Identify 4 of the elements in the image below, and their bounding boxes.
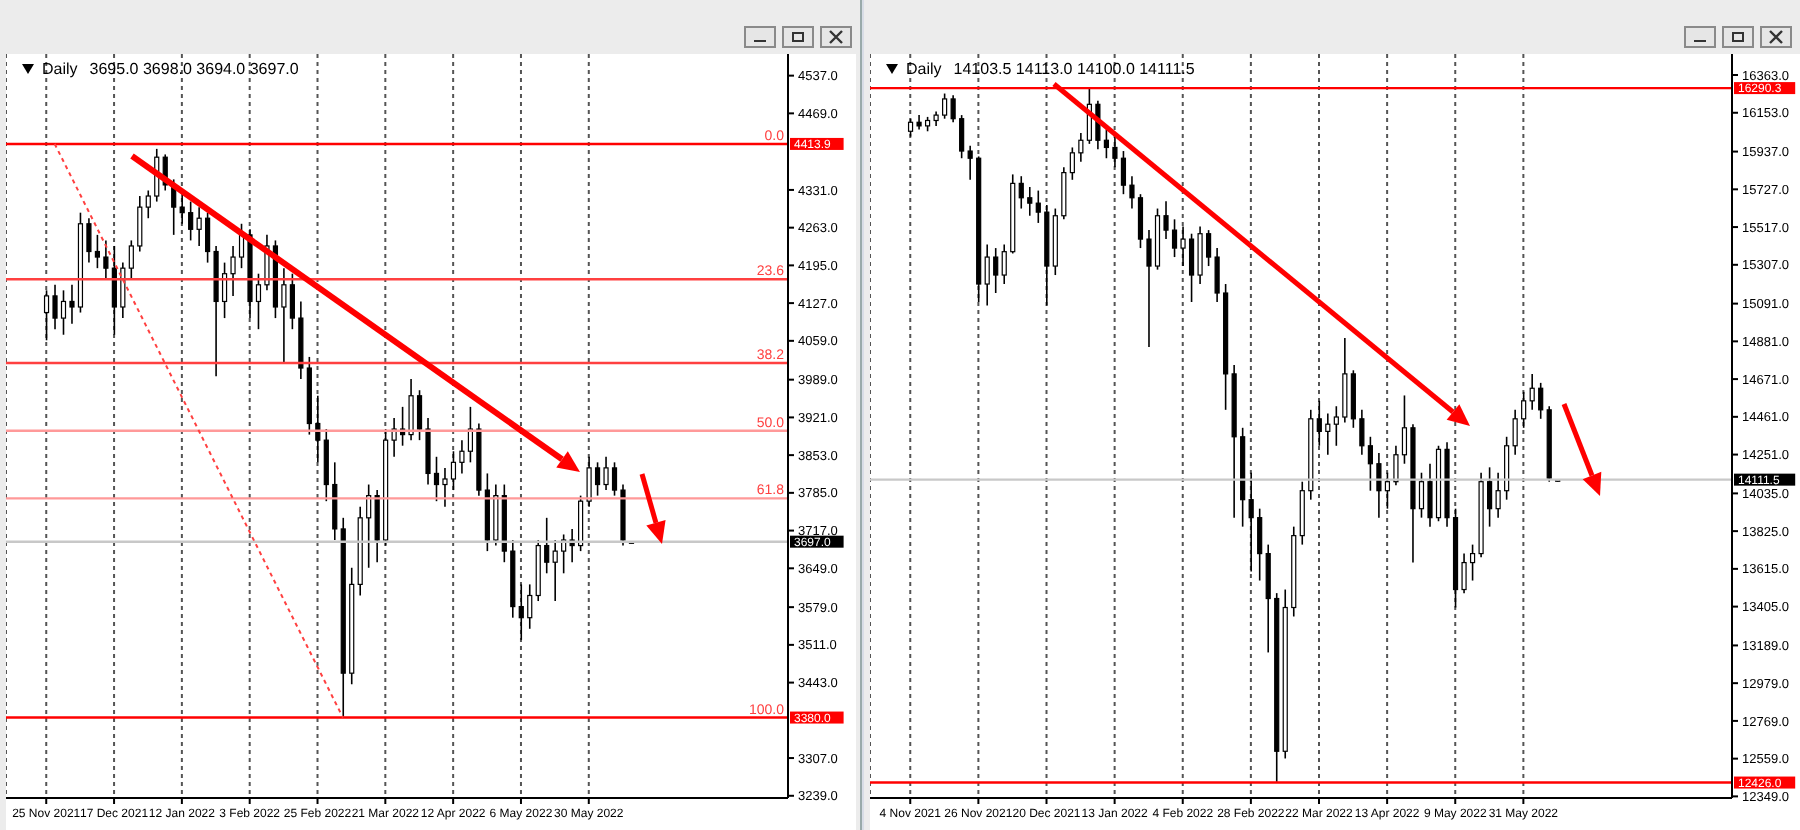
chart-subtitle: 3695.0 3698.0 3694.0 3697.0 [89,60,299,78]
chart-title: Daily [42,60,78,78]
chart-subtitle: 14103.5 14113.0 14100.0 14111.5 [953,60,1195,78]
chart-title: Daily [906,60,942,78]
